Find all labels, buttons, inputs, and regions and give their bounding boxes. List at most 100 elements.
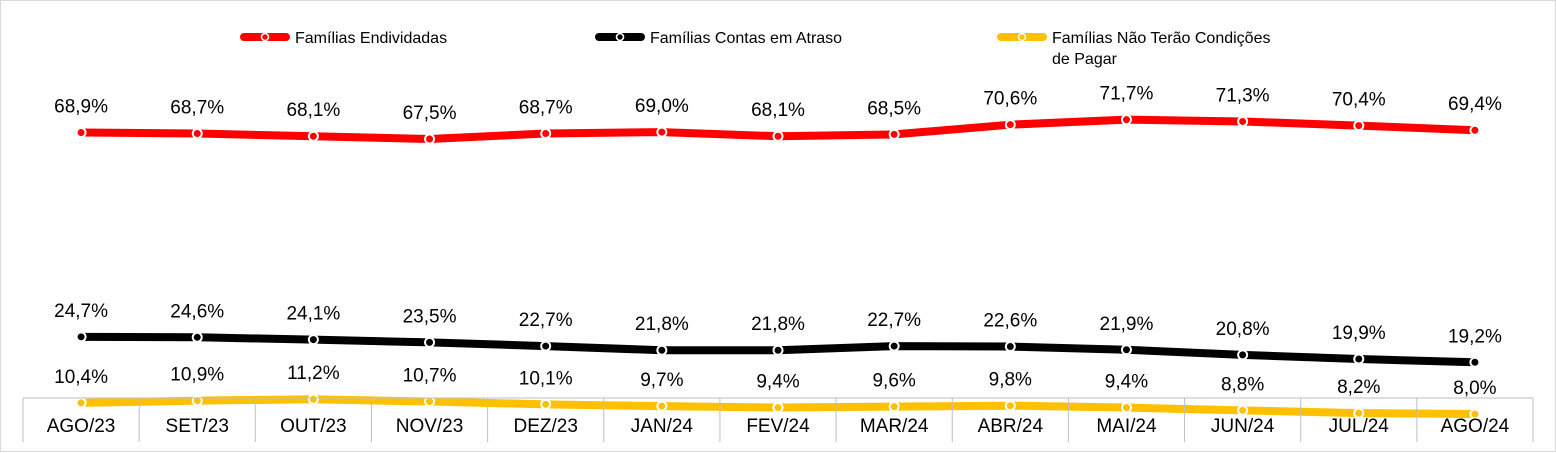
data-label: 24,1%: [286, 304, 340, 325]
series-1: 68,9% 68,7% 68,1% 67,5% 68,7% 69,0% 68,1% 68,5%…: [54, 84, 1502, 145]
data-point: [1353, 407, 1365, 419]
x-tick-label: DEZ/23: [513, 416, 577, 437]
data-point: [656, 344, 668, 356]
data-label: 9,8%: [989, 370, 1032, 391]
x-tick-label: JUL/24: [1329, 416, 1390, 437]
x-tick-label: FEV/24: [746, 416, 810, 437]
data-label: 68,7%: [170, 97, 224, 118]
data-label: 10,1%: [519, 368, 573, 389]
data-point: [1469, 124, 1481, 136]
data-point: [1237, 115, 1249, 127]
data-point: [1469, 408, 1481, 420]
legend-marker: [615, 32, 625, 42]
data-label: 69,4%: [1448, 94, 1502, 115]
data-label: 11,2%: [287, 363, 340, 384]
x-tick-label: MAR/24: [860, 416, 929, 437]
data-label: 9,4%: [756, 372, 799, 393]
data-point: [191, 331, 203, 343]
data-point: [1353, 353, 1365, 365]
legend-entry: Famílias Contas em Atraso: [595, 30, 842, 47]
data-point: [424, 133, 436, 145]
x-axis: AGO/23 SET/23 OUT/23 NOV/23 DEZ/23 JAN/24 FEV/…: [22, 397, 1534, 442]
data-label: 68,1%: [286, 100, 340, 121]
data-label: 70,6%: [983, 89, 1037, 110]
legend-label: Famílias Endividadas: [295, 30, 447, 47]
data-label: 8,0%: [1453, 378, 1496, 399]
data-point: [307, 393, 319, 405]
data-point: [307, 130, 319, 142]
data-label: 9,7%: [640, 370, 683, 391]
data-label: 69,0%: [635, 96, 689, 117]
data-label: 8,8%: [1221, 374, 1264, 395]
data-point: [1004, 341, 1016, 353]
data-label: 22,7%: [519, 310, 573, 331]
data-label: 24,7%: [54, 301, 108, 322]
x-tick-label: AGO/23: [47, 416, 116, 437]
x-tick-label: MAI/24: [1096, 416, 1157, 437]
data-point: [772, 130, 784, 142]
data-point: [772, 344, 784, 356]
data-label: 68,7%: [519, 97, 573, 118]
data-label: 68,9%: [54, 97, 108, 118]
legend: Famílias Endividadas Famílias Contas em A…: [240, 30, 1270, 68]
x-tick-label: JUN/24: [1211, 416, 1275, 437]
series-2: 24,7% 24,6% 24,1% 23,5% 22,7% 21,8% 21,8% 22,7%…: [54, 301, 1502, 368]
legend-marker: [260, 32, 270, 42]
data-label: 67,5%: [403, 103, 457, 124]
x-tick-label: JAN/24: [631, 416, 694, 437]
data-label: 68,1%: [751, 100, 805, 121]
data-label: 20,8%: [1216, 319, 1270, 340]
data-label: 9,4%: [1105, 372, 1148, 393]
legend-label: Famílias Contas em Atraso: [650, 30, 842, 47]
data-label: 23,5%: [403, 306, 457, 327]
data-label: 71,7%: [1100, 84, 1154, 105]
legend-entry: Famílias Não Terão Condições de Pagar: [997, 30, 1270, 68]
data-label: 22,6%: [983, 311, 1037, 332]
data-label: 9,6%: [872, 371, 915, 392]
data-point: [1353, 120, 1365, 132]
data-label: 68,5%: [867, 98, 921, 119]
data-label: 22,7%: [867, 310, 921, 331]
data-point: [540, 340, 552, 352]
data-point: [1120, 344, 1132, 356]
series-3: 10,4% 10,9% 11,2% 10,7% 10,1% 9,7% 9,4% 9,6% 9,8…: [54, 363, 1497, 420]
x-tick-label: OUT/23: [280, 416, 347, 437]
legend-marker: [1017, 32, 1027, 42]
data-point: [75, 127, 87, 139]
x-tick-label: ABR/24: [978, 416, 1044, 437]
data-point: [1237, 404, 1249, 416]
data-label: 21,9%: [1100, 314, 1154, 335]
data-point: [656, 126, 668, 138]
data-point: [307, 334, 319, 346]
data-point: [75, 331, 87, 343]
data-point: [772, 402, 784, 414]
data-point: [540, 398, 552, 410]
data-point: [888, 128, 900, 140]
data-label: 8,2%: [1337, 377, 1380, 398]
data-point: [1120, 402, 1132, 414]
data-point: [1004, 400, 1016, 412]
data-point: [888, 401, 900, 413]
data-label: 21,8%: [635, 314, 689, 335]
data-point: [540, 127, 552, 139]
legend-label: Famílias Não Terão Condições: [1052, 30, 1270, 47]
data-point: [424, 396, 436, 408]
x-tick-label: NOV/23: [396, 416, 464, 437]
data-label: 70,4%: [1332, 90, 1386, 111]
x-tick-label: SET/23: [166, 416, 229, 437]
data-label: 19,9%: [1332, 323, 1386, 344]
data-label: 71,3%: [1216, 85, 1270, 106]
data-point: [656, 400, 668, 412]
data-label: 10,9%: [170, 365, 224, 386]
data-point: [191, 395, 203, 407]
data-point: [75, 397, 87, 409]
data-point: [1004, 119, 1016, 131]
series-layer: 68,9% 68,7% 68,1% 67,5% 68,7% 69,0% 68,1% 68,5%…: [54, 84, 1502, 420]
x-tick-label: AGO/24: [1441, 416, 1510, 437]
data-point: [1469, 356, 1481, 368]
data-label: 21,8%: [751, 314, 805, 335]
data-point: [191, 127, 203, 139]
data-label: 24,6%: [170, 301, 224, 322]
